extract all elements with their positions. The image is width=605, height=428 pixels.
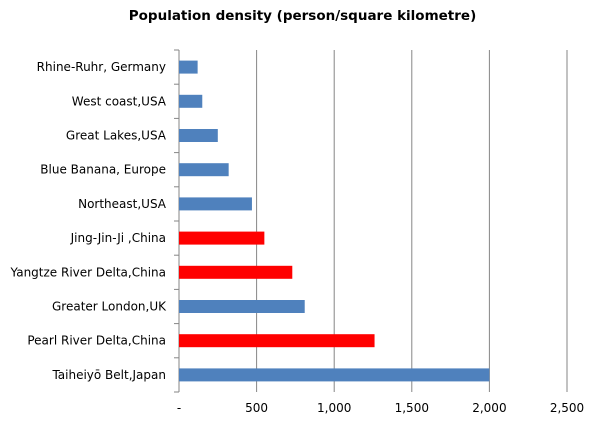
- category-label: Rhine-Ruhr, Germany: [37, 60, 166, 74]
- bar: [179, 334, 375, 348]
- category-label: Yangtze River Delta,China: [10, 265, 166, 279]
- category-label: Northeast,USA: [78, 197, 167, 211]
- category-label: Greater London,UK: [52, 300, 167, 314]
- bar: [179, 163, 229, 177]
- x-tick-label: 2,000: [472, 401, 506, 415]
- bar: [179, 60, 198, 74]
- bar: [179, 265, 293, 279]
- category-label: Taiheiyō Belt,Japan: [51, 368, 166, 382]
- bar: [179, 94, 203, 108]
- x-tick-label: 500: [245, 401, 268, 415]
- bar: [179, 129, 218, 142]
- x-tick-label: 1,000: [317, 401, 351, 415]
- category-label: Pearl River Delta,China: [27, 334, 166, 348]
- chart-title: Population density (person/square kilome…: [128, 8, 477, 24]
- bar: [179, 197, 252, 211]
- x-tick-label: 2,500: [550, 401, 584, 415]
- category-label: West coast,USA: [72, 94, 167, 108]
- category-label: Blue Banana, Europe: [40, 163, 166, 177]
- bar: [179, 231, 265, 245]
- x-tick-label: 1,500: [395, 401, 429, 415]
- x-tick-label: -: [177, 401, 181, 415]
- category-label: Jing-Jin-Ji ,China: [70, 231, 166, 245]
- bar: [179, 300, 305, 313]
- bar: [179, 368, 490, 382]
- category-label: Great Lakes,USA: [66, 129, 167, 143]
